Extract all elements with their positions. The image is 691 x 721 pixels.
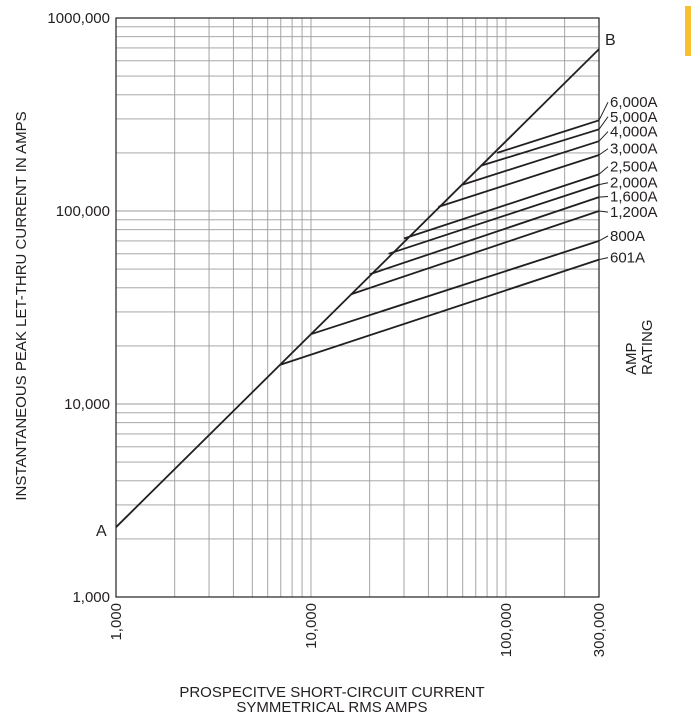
rating-label: 4,000A <box>610 124 658 141</box>
leader-line <box>598 148 609 156</box>
leader-line <box>598 182 609 186</box>
series-line <box>350 210 600 296</box>
rating-label: 800A <box>610 228 645 245</box>
series-line <box>388 183 600 255</box>
rating-label: 2,000A <box>610 175 658 192</box>
amp-rating-label: AMP <box>623 342 640 375</box>
rating-label: 3,000A <box>610 141 658 158</box>
series-line <box>481 128 600 167</box>
corner-accent <box>685 6 691 56</box>
series-line <box>369 196 600 276</box>
x-axis-title-line: SYMMETRICAL RMS AMPS <box>236 699 427 716</box>
rating-label: 1,600A <box>610 189 658 206</box>
rating-label: 1,200A <box>610 204 658 221</box>
y-tick-label: 10,000 <box>64 396 110 413</box>
point-a-label: A <box>96 523 107 540</box>
labels: 6,000A5,000A4,000A3,000A2,500A2,000A1,60… <box>13 10 658 716</box>
reference-line-a-b <box>115 48 600 528</box>
rating-label: 6,000A <box>610 94 658 111</box>
grid <box>115 17 600 598</box>
x-tick-label: 300,000 <box>591 603 608 657</box>
x-tick-label: 10,000 <box>303 603 320 649</box>
x-axis-title-line: PROSPECITVE SHORT-CIRCUIT CURRENT <box>179 684 484 701</box>
amp-rating-label: RATING <box>639 319 656 375</box>
rating-label: 2,500A <box>610 159 658 176</box>
x-tick-label: 1,000 <box>108 603 125 641</box>
leader-line <box>598 235 609 242</box>
leader-line <box>598 196 609 198</box>
series-line <box>496 119 600 154</box>
leader-line <box>598 116 609 130</box>
series-line <box>462 140 600 186</box>
leader-line <box>598 101 609 121</box>
leader-line <box>598 166 609 175</box>
y-axis-title: INSTANTANEOUS PEAK LET-THRU CURRENT IN A… <box>13 111 30 500</box>
plot-frame <box>115 17 600 598</box>
leader-line <box>598 257 609 261</box>
x-tick-label: 100,000 <box>498 603 515 657</box>
series-line <box>310 240 600 336</box>
y-tick-label: 1000,000 <box>47 10 110 27</box>
leader-line <box>598 210 609 213</box>
series-lines <box>115 48 600 528</box>
series-line <box>438 154 600 208</box>
rating-label: 601A <box>610 250 645 267</box>
y-tick-label: 1,000 <box>72 589 110 606</box>
rating-label: 5,000A <box>610 109 658 126</box>
series-line <box>280 258 600 366</box>
leader-line <box>598 131 609 142</box>
series-line <box>403 173 600 240</box>
point-b-label: B <box>605 32 616 49</box>
y-tick-label: 100,000 <box>56 203 110 220</box>
